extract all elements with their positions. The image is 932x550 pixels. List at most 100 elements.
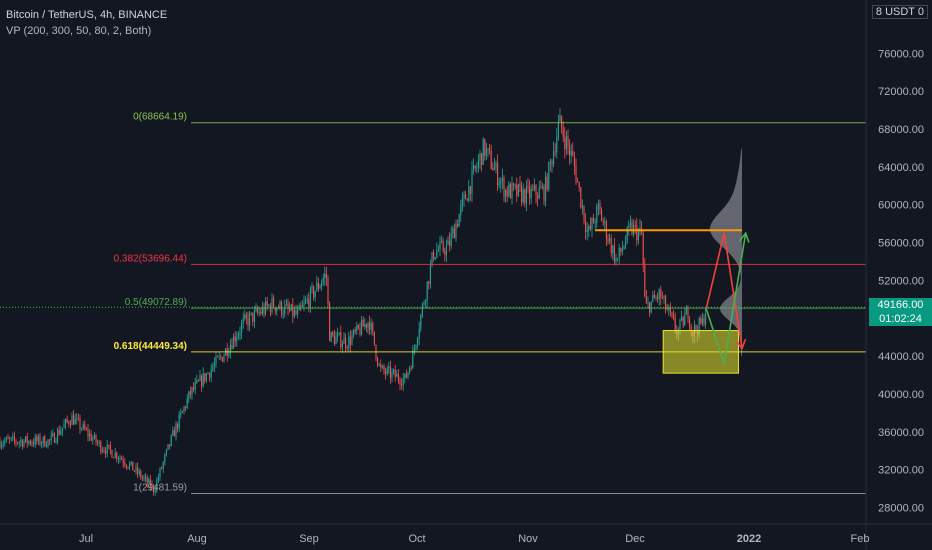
candle	[629, 223, 631, 226]
fib-level-label: 0.5(49072.89)	[125, 297, 187, 308]
time-axis[interactable]: Jul Aug Sep Oct Nov Dec 2022 Feb	[79, 533, 870, 545]
indicator-legend[interactable]: VP (200, 300, 50, 80, 2, Both)	[6, 25, 152, 37]
fib-retracement[interactable]: 0(68664.19) 0.382(53696.44) 0.5(49072.89) 0…	[114, 112, 866, 494]
candle	[5, 437, 7, 441]
candle	[31, 443, 33, 445]
candle	[226, 348, 228, 357]
candle	[521, 186, 523, 203]
candle	[4, 440, 6, 444]
candle	[503, 177, 505, 198]
candle	[586, 230, 588, 232]
projection-path[interactable]	[705, 232, 743, 349]
candle	[13, 436, 15, 441]
candle	[282, 313, 284, 315]
candle	[405, 373, 407, 378]
candle	[524, 189, 526, 204]
candle	[604, 221, 606, 223]
x-tick-label: Aug	[187, 533, 207, 545]
candle	[705, 313, 707, 325]
candle	[559, 115, 561, 122]
candle	[173, 430, 175, 437]
candle	[234, 336, 236, 342]
candle	[674, 318, 676, 330]
candle	[114, 452, 116, 458]
candle	[423, 303, 425, 305]
candle	[25, 436, 27, 442]
candle	[525, 186, 527, 204]
candle	[417, 338, 419, 346]
candle	[473, 165, 475, 170]
candle	[197, 380, 199, 382]
candle	[532, 189, 534, 191]
candle	[284, 305, 286, 314]
candle	[60, 431, 62, 435]
candle	[57, 430, 59, 441]
candle	[314, 290, 316, 298]
candle	[591, 218, 593, 229]
support-zone-box[interactable]	[662, 330, 739, 374]
candle	[258, 312, 260, 313]
plot-area	[0, 0, 866, 524]
candle	[325, 273, 327, 279]
candle	[365, 323, 367, 328]
candle	[663, 296, 665, 299]
candle	[117, 458, 119, 460]
candle	[87, 429, 89, 437]
candle	[178, 414, 180, 429]
candle	[687, 308, 689, 319]
x-tick-label: Sep	[299, 533, 319, 545]
candle	[261, 307, 263, 314]
candle	[151, 484, 153, 488]
candle	[642, 233, 644, 265]
candle	[287, 304, 289, 310]
candle	[418, 328, 420, 339]
candle	[441, 241, 443, 243]
candle	[519, 183, 521, 187]
candle	[105, 451, 107, 454]
candle	[506, 189, 508, 197]
symbol-title[interactable]: Bitcoin / TetherUS, 4h, BINANCE	[6, 9, 168, 21]
candle	[665, 296, 667, 310]
candle	[572, 151, 574, 156]
candle	[623, 246, 625, 250]
candle	[90, 433, 92, 441]
candle	[425, 300, 427, 304]
candle	[479, 153, 481, 161]
candle	[380, 364, 382, 368]
candle	[505, 189, 507, 198]
price-axis[interactable]: 28000.00 32000.00 36000.00 40000.00 44000.00…	[878, 48, 924, 514]
projection-path[interactable]	[705, 232, 747, 364]
candle	[381, 365, 383, 368]
candle	[354, 329, 356, 332]
candle	[204, 373, 206, 381]
candle	[245, 314, 247, 318]
candle	[145, 476, 147, 478]
candle	[551, 161, 553, 165]
candle	[69, 424, 71, 426]
currency-button[interactable]: 8 USDT 0	[871, 5, 928, 19]
candle	[36, 436, 38, 442]
candle	[529, 186, 531, 199]
candle	[84, 424, 86, 430]
candle	[666, 309, 668, 311]
candle	[263, 307, 265, 314]
candle	[300, 305, 302, 307]
candle	[193, 387, 195, 390]
candle	[684, 314, 686, 326]
y-tick-label: 52000.00	[878, 275, 924, 287]
candle	[409, 367, 411, 373]
candle	[28, 441, 30, 444]
candle	[89, 433, 91, 437]
candle	[391, 371, 393, 378]
candle	[412, 350, 414, 369]
candle	[257, 308, 259, 313]
candle	[636, 225, 638, 241]
candle	[217, 356, 219, 358]
candle	[671, 312, 673, 315]
candle	[369, 322, 371, 330]
drawings[interactable]	[595, 229, 750, 374]
candle	[351, 335, 353, 345]
candle	[533, 185, 535, 190]
candle	[397, 373, 399, 381]
